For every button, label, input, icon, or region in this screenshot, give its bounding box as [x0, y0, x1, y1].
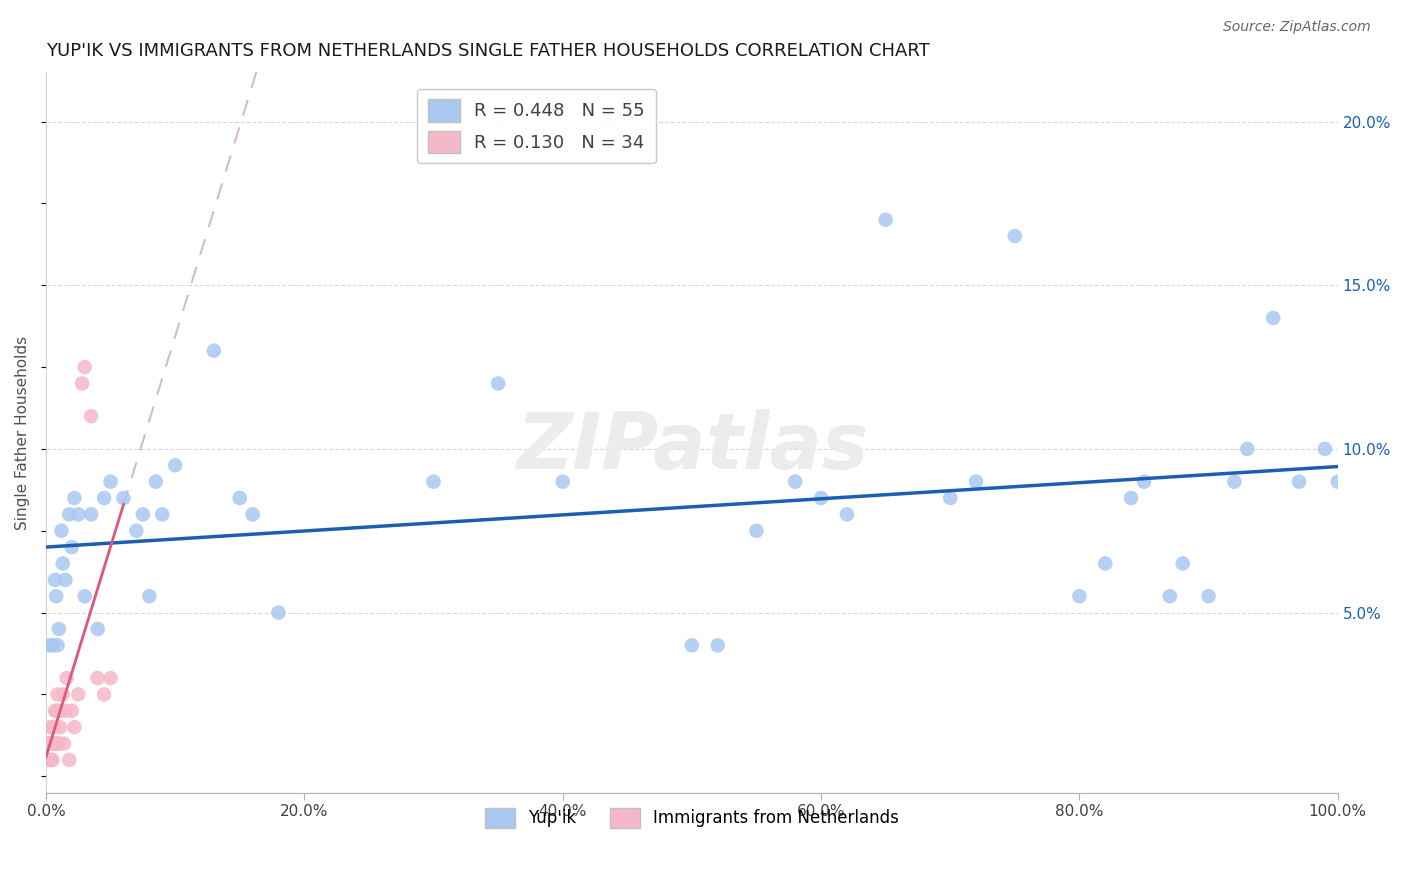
- Point: [939, 491, 962, 505]
- Point: [1288, 475, 1310, 489]
- Point: [80, 409, 103, 424]
- Point: [53, 737, 76, 751]
- Point: [46, 688, 69, 702]
- Point: [1313, 442, 1336, 456]
- Point: [45, 704, 67, 718]
- Point: [810, 491, 832, 505]
- Point: [422, 475, 444, 489]
- Point: [1223, 475, 1246, 489]
- Point: [1326, 475, 1348, 489]
- Point: [551, 475, 574, 489]
- Point: [100, 671, 122, 685]
- Point: [86, 622, 108, 636]
- Point: [53, 704, 76, 718]
- Point: [138, 589, 160, 603]
- Y-axis label: Single Father Households: Single Father Households: [15, 335, 30, 530]
- Point: [1236, 442, 1258, 456]
- Point: [145, 475, 167, 489]
- Point: [45, 737, 67, 751]
- Point: [745, 524, 768, 538]
- Point: [73, 360, 96, 375]
- Point: [229, 491, 252, 505]
- Point: [46, 737, 69, 751]
- Point: [875, 212, 897, 227]
- Point: [1263, 310, 1285, 325]
- Point: [681, 638, 703, 652]
- Point: [1159, 589, 1181, 603]
- Point: [67, 508, 90, 522]
- Point: [46, 638, 69, 652]
- Point: [45, 589, 67, 603]
- Point: [42, 737, 65, 751]
- Point: [132, 508, 155, 522]
- Text: ZIPatlas: ZIPatlas: [516, 409, 868, 485]
- Point: [150, 508, 173, 522]
- Point: [38, 638, 60, 652]
- Point: [41, 753, 63, 767]
- Point: [1133, 475, 1156, 489]
- Point: [41, 638, 63, 652]
- Point: [1094, 557, 1116, 571]
- Point: [58, 753, 80, 767]
- Point: [835, 508, 858, 522]
- Point: [63, 720, 86, 734]
- Point: [48, 622, 70, 636]
- Point: [51, 704, 73, 718]
- Point: [125, 524, 148, 538]
- Legend: Yup'ik, Immigrants from Netherlands: Yup'ik, Immigrants from Netherlands: [478, 801, 905, 835]
- Point: [965, 475, 987, 489]
- Text: Source: ZipAtlas.com: Source: ZipAtlas.com: [1223, 20, 1371, 34]
- Point: [38, 737, 60, 751]
- Point: [706, 638, 728, 652]
- Point: [38, 737, 60, 751]
- Point: [165, 458, 187, 473]
- Point: [93, 491, 115, 505]
- Point: [44, 573, 66, 587]
- Point: [70, 376, 93, 391]
- Point: [60, 540, 83, 554]
- Point: [785, 475, 807, 489]
- Point: [100, 475, 122, 489]
- Point: [42, 720, 65, 734]
- Point: [53, 573, 76, 587]
- Point: [112, 491, 135, 505]
- Point: [52, 557, 75, 571]
- Point: [1198, 589, 1220, 603]
- Point: [48, 704, 70, 718]
- Point: [1069, 589, 1091, 603]
- Text: YUP'IK VS IMMIGRANTS FROM NETHERLANDS SINGLE FATHER HOUSEHOLDS CORRELATION CHART: YUP'IK VS IMMIGRANTS FROM NETHERLANDS SI…: [46, 42, 929, 60]
- Point: [1119, 491, 1142, 505]
- Point: [80, 508, 103, 522]
- Point: [49, 720, 72, 734]
- Point: [39, 720, 62, 734]
- Point: [44, 704, 66, 718]
- Point: [1171, 557, 1194, 571]
- Point: [86, 671, 108, 685]
- Point: [202, 343, 225, 358]
- Point: [55, 671, 77, 685]
- Point: [41, 737, 63, 751]
- Point: [58, 508, 80, 522]
- Point: [52, 688, 75, 702]
- Point: [486, 376, 509, 391]
- Point: [44, 737, 66, 751]
- Point: [67, 688, 90, 702]
- Point: [38, 753, 60, 767]
- Point: [63, 491, 86, 505]
- Point: [73, 589, 96, 603]
- Point: [242, 508, 264, 522]
- Point: [48, 737, 70, 751]
- Point: [39, 753, 62, 767]
- Point: [1004, 229, 1026, 244]
- Point: [267, 606, 290, 620]
- Point: [93, 688, 115, 702]
- Point: [60, 704, 83, 718]
- Point: [51, 524, 73, 538]
- Point: [41, 720, 63, 734]
